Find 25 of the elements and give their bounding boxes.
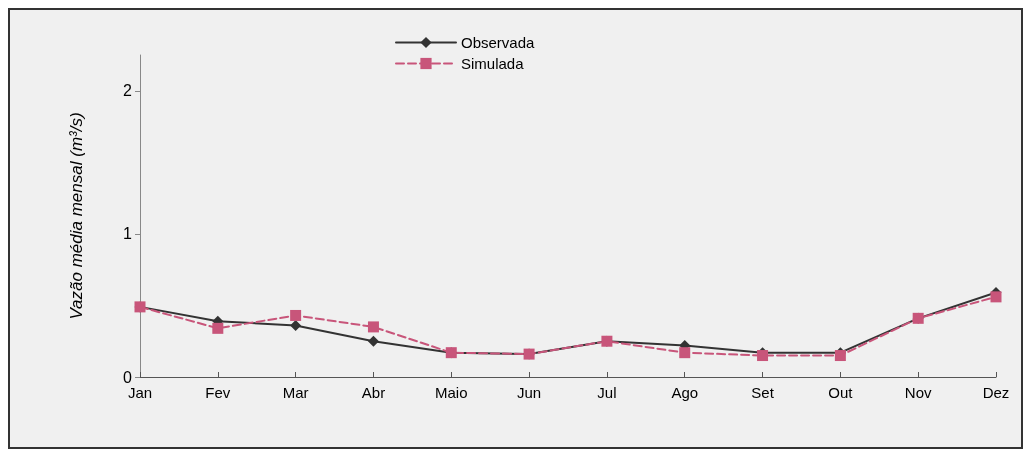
x-tick-label: Nov xyxy=(904,384,933,401)
legend-label: Observada xyxy=(461,34,536,51)
x-tick-label: Ago xyxy=(671,384,699,401)
point xyxy=(367,335,379,347)
point xyxy=(679,347,691,359)
y-tick-label: 2 xyxy=(123,82,133,100)
point xyxy=(367,321,379,333)
x-tick-label: Mar xyxy=(282,384,309,401)
point xyxy=(212,322,224,334)
y-tick-label: 0 xyxy=(123,368,133,386)
point xyxy=(290,309,302,321)
x-tick-label: Abr xyxy=(361,384,386,401)
x-tick-label: Jun xyxy=(517,384,542,401)
x-tick-label: Out xyxy=(828,384,854,401)
point xyxy=(290,319,302,331)
point xyxy=(990,291,1002,303)
y-axis-title: Vazão média mensal (m³/s) xyxy=(67,112,86,320)
x-tick-label: Fev xyxy=(205,384,231,401)
x-tick-label: Dez xyxy=(982,384,1010,401)
y-tick-label: 1 xyxy=(123,225,133,243)
x-tick-label: Maio xyxy=(435,384,468,401)
x-tick-label: Jul xyxy=(597,384,617,401)
x-tick-label: Jan xyxy=(127,384,153,401)
legend-label: Simulada xyxy=(461,55,525,72)
x-tick-label: Set xyxy=(751,384,775,401)
